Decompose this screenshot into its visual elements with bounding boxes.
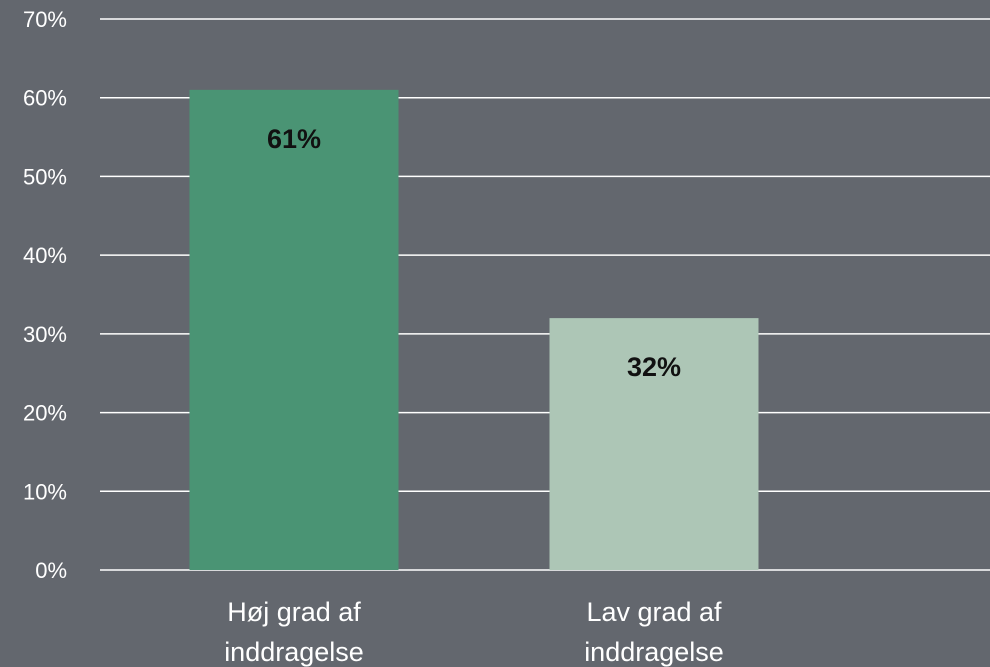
bar [189,89,399,570]
data-label: 32% [627,352,681,382]
x-axis-labels: Høj grad af inddragelse Lav grad af inddrag… [224,597,724,667]
y-axis-ticks: 0% 10% 20% 30% 40% 50% 60% 70% [23,7,67,583]
category-label: Høj grad af [227,597,361,627]
bars [189,89,759,570]
data-labels: 61% 32% [267,124,681,382]
y-tick-label: 10% [23,479,67,504]
category-label: Lav grad af [586,597,722,627]
y-tick-label: 60% [23,86,67,111]
bar [549,318,759,570]
y-tick-label: 40% [23,243,67,268]
category-label: inddragelse [584,637,724,667]
y-tick-label: 70% [23,7,67,32]
y-tick-label: 30% [23,322,67,347]
y-tick-label: 50% [23,164,67,189]
y-tick-label: 20% [23,401,67,426]
data-label: 61% [267,124,321,154]
category-label: inddragelse [224,637,364,667]
y-tick-label: 0% [35,558,67,583]
